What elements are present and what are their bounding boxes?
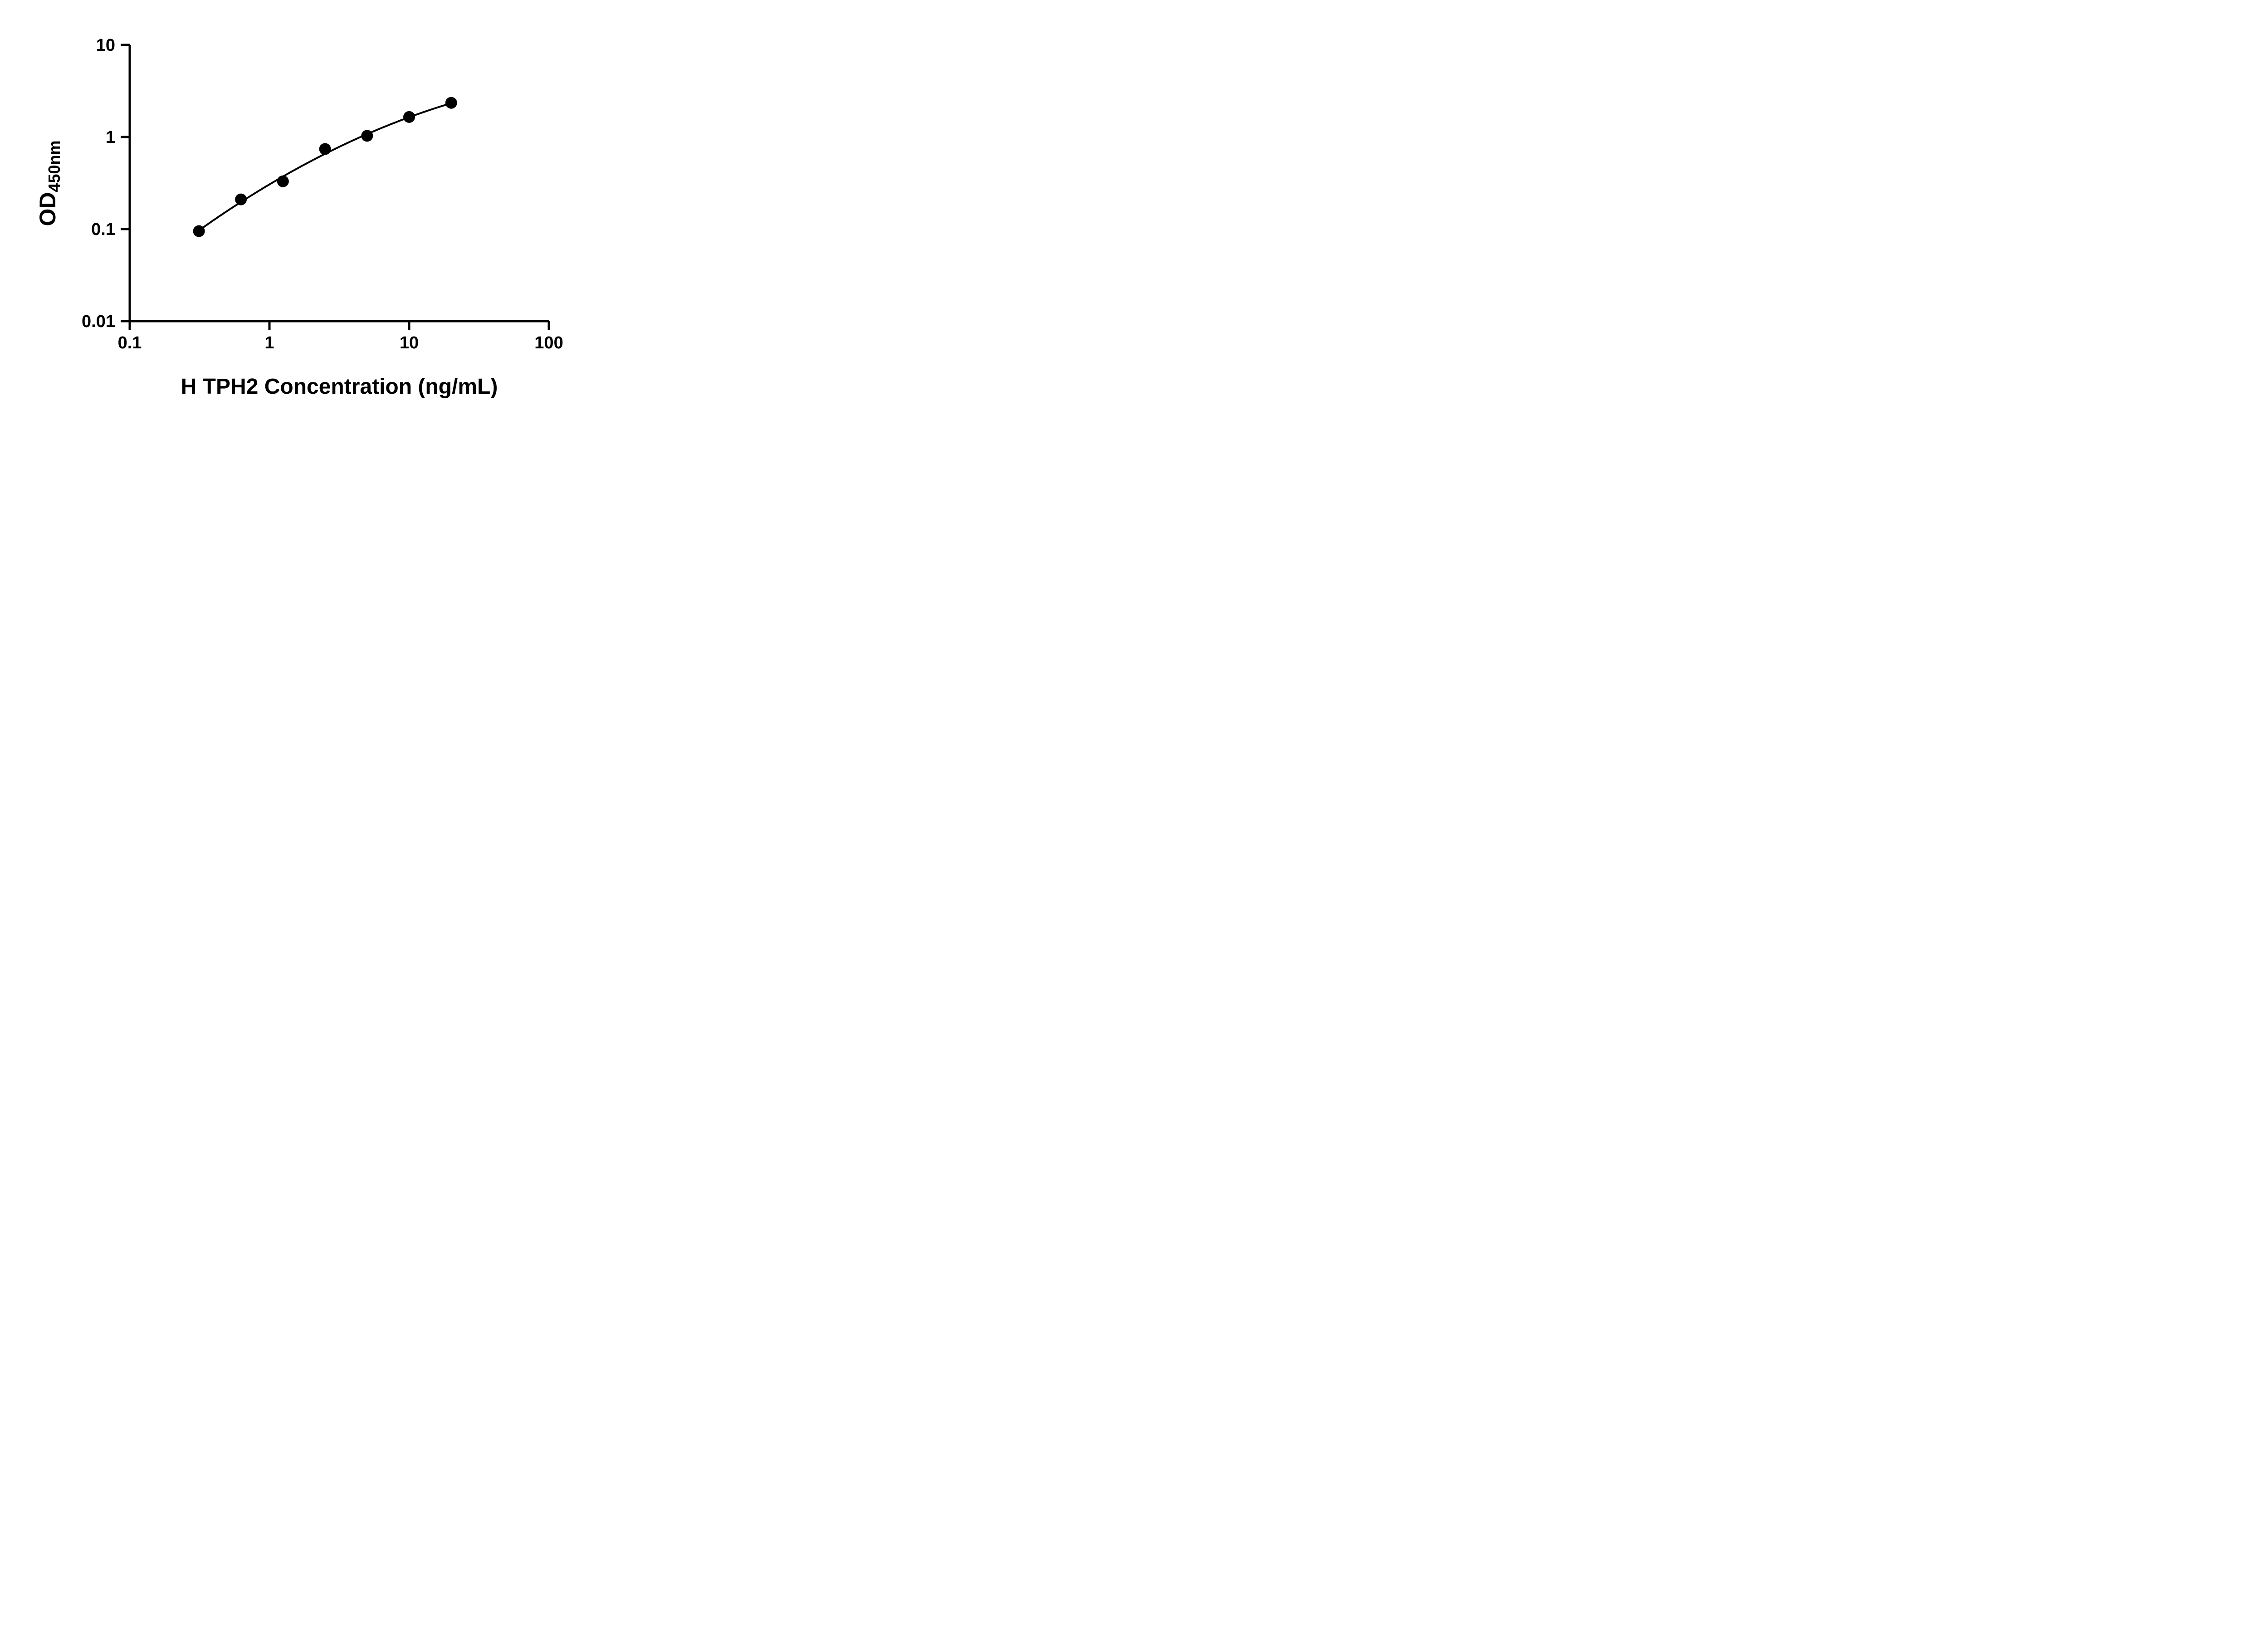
y-tick-label: 10 xyxy=(96,36,115,55)
x-tick-label: 1 xyxy=(264,333,274,352)
data-point xyxy=(361,130,373,142)
y-axis-title-sub: 450nm xyxy=(45,140,64,192)
x-tick-label: 100 xyxy=(534,333,563,352)
y-tick-label: 1 xyxy=(106,128,115,147)
elisa-standard-curve-figure: 0.1 1 10 100 0.01 0.1 1 10 H TPH2 Concentration… xyxy=(18,7,601,416)
y-axis-title-main: OD xyxy=(35,192,60,226)
y-axis-title: OD450nm xyxy=(35,140,64,226)
plot-content xyxy=(193,97,457,237)
fit-curve xyxy=(198,102,452,231)
data-point xyxy=(403,111,415,123)
x-axis-title: H TPH2 Concentration (ng/mL) xyxy=(181,375,498,399)
data-point xyxy=(319,143,331,155)
data-point xyxy=(235,193,247,205)
data-point xyxy=(277,175,289,187)
x-tick-label: 0.1 xyxy=(118,333,142,352)
data-point xyxy=(193,225,205,237)
data-point xyxy=(445,97,457,109)
y-tick-label: 0.1 xyxy=(91,220,115,239)
axis-spine xyxy=(128,45,549,323)
x-tick-label: 10 xyxy=(400,333,419,352)
y-tick-label: 0.01 xyxy=(82,312,115,331)
axes xyxy=(121,44,550,330)
